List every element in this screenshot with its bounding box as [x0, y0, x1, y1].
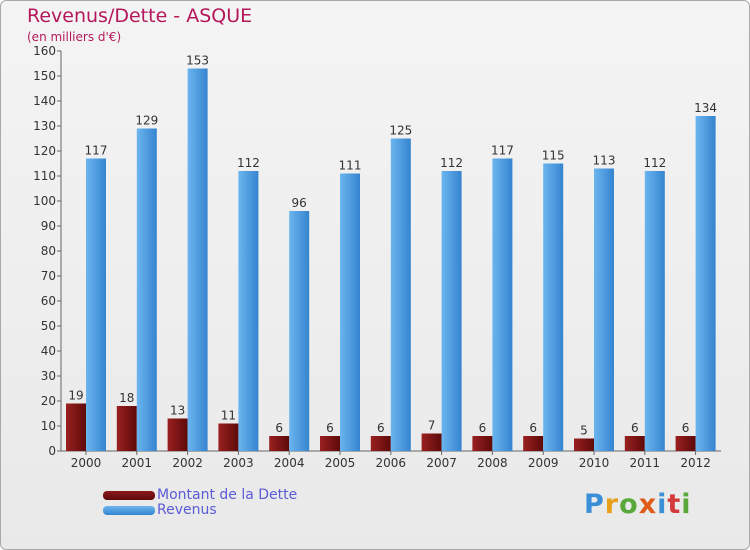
legend-item-revenus: Revenus: [103, 502, 217, 518]
y-tick-label: 40: [41, 344, 56, 358]
y-tick-label: 140: [33, 94, 56, 108]
y-tick-label: 130: [33, 119, 56, 133]
bar-revenus-2005: [340, 173, 360, 451]
y-tick-label: 160: [33, 44, 56, 58]
data-label-dette-2008: 6: [479, 421, 487, 435]
data-label-dette-2001: 18: [119, 391, 134, 405]
x-tick-label: 2003: [223, 456, 254, 470]
x-tick-label: 2005: [325, 456, 356, 470]
chart-title: Revenus/Dette - ASQUE: [27, 5, 253, 27]
x-tick-label: 2001: [122, 456, 153, 470]
y-tick-label: 70: [41, 269, 56, 283]
x-tick-label: 2010: [579, 456, 610, 470]
data-label-dette-2011: 6: [631, 421, 639, 435]
data-label-revenus-2007: 112: [440, 156, 463, 170]
bar-dette-2005: [320, 436, 340, 451]
x-tick-label: 2007: [426, 456, 457, 470]
data-label-revenus-2004: 96: [292, 196, 307, 210]
data-label-dette-2005: 6: [326, 421, 334, 435]
bar-dette-2010: [574, 438, 594, 451]
x-tick-label: 2000: [71, 456, 102, 470]
y-tick-label: 50: [41, 319, 56, 333]
data-label-revenus-2000: 117: [85, 144, 108, 158]
bar-dette-2008: [472, 436, 493, 451]
data-label-revenus-2003: 112: [237, 156, 260, 170]
bar-dette-2012: [675, 436, 696, 451]
bar-dette-2004: [269, 436, 290, 451]
bar-dette-2003: [218, 423, 239, 451]
bar-revenus-2003: [238, 171, 259, 451]
legend-swatch-revenus: [103, 505, 155, 515]
data-label-dette-2010: 5: [580, 424, 588, 438]
data-label-revenus-2010: 113: [593, 154, 616, 168]
legend-swatch-dette: [103, 490, 155, 500]
legend-item-dette: Montant de la Dette: [103, 487, 297, 503]
data-label-revenus-2005: 111: [339, 159, 362, 173]
data-label-revenus-2002: 153: [186, 54, 209, 68]
x-tick-label: 2004: [274, 456, 305, 470]
legend-label-dette: Montant de la Dette: [157, 487, 298, 503]
data-label-dette-2006: 6: [377, 421, 385, 435]
legend-label-revenus: Revenus: [157, 502, 217, 518]
data-label-dette-2009: 6: [529, 421, 537, 435]
y-tick-label: 20: [41, 394, 56, 408]
data-label-revenus-2012: 134: [694, 101, 717, 115]
bar-revenus-2001: [136, 128, 157, 451]
y-tick-label: 110: [33, 169, 56, 183]
bar-dette-2000: [66, 403, 86, 451]
data-label-dette-2002: 13: [170, 404, 185, 418]
bar-dette-2009: [523, 436, 544, 451]
bar-revenus-2011: [644, 171, 665, 451]
y-tick-label: 80: [41, 244, 56, 258]
x-tick-label: 2011: [630, 456, 661, 470]
bar-dette-2006: [370, 436, 391, 451]
x-tick-label: 2006: [376, 456, 407, 470]
proxiti-logo: Proxiti: [584, 489, 692, 520]
data-label-dette-2012: 6: [682, 421, 690, 435]
bar-revenus-2007: [441, 171, 462, 451]
data-label-dette-2007: 7: [428, 419, 436, 433]
bar-revenus-2009: [543, 163, 564, 451]
y-tick-label: 60: [41, 294, 56, 308]
bar-revenus-2008: [492, 158, 513, 451]
y-tick-label: 30: [41, 369, 56, 383]
bar-dette-2001: [116, 406, 137, 451]
bar-revenus-2002: [187, 68, 208, 451]
x-tick-label: 2009: [528, 456, 559, 470]
y-tick-label: 0: [48, 444, 56, 458]
bar-revenus-2000: [86, 158, 106, 451]
data-label-revenus-2011: 112: [643, 156, 666, 170]
data-label-dette-2004: 6: [275, 421, 283, 435]
y-tick-label: 150: [33, 69, 56, 83]
bar-revenus-2004: [289, 211, 310, 451]
data-label-dette-2003: 11: [221, 409, 236, 423]
bar-dette-2011: [624, 436, 645, 451]
data-label-revenus-2008: 117: [491, 144, 514, 158]
bar-dette-2007: [421, 433, 442, 451]
bar-revenus-2012: [695, 116, 716, 451]
data-label-revenus-2009: 115: [542, 149, 565, 163]
y-tick-label: 10: [41, 419, 56, 433]
x-tick-label: 2002: [172, 456, 203, 470]
bar-dette-2002: [167, 418, 188, 451]
data-label-revenus-2001: 129: [135, 114, 158, 128]
y-tick-label: 90: [41, 219, 56, 233]
bar-revenus-2006: [390, 138, 411, 451]
y-tick-label: 120: [33, 144, 56, 158]
x-tick-label: 2008: [477, 456, 508, 470]
data-label-dette-2000: 19: [68, 389, 83, 403]
chart-subtitle: (en milliers d'€): [27, 30, 122, 44]
y-tick-label: 100: [33, 194, 56, 208]
data-label-revenus-2006: 125: [389, 124, 412, 138]
x-tick-label: 2012: [680, 456, 711, 470]
bar-revenus-2010: [594, 168, 614, 451]
